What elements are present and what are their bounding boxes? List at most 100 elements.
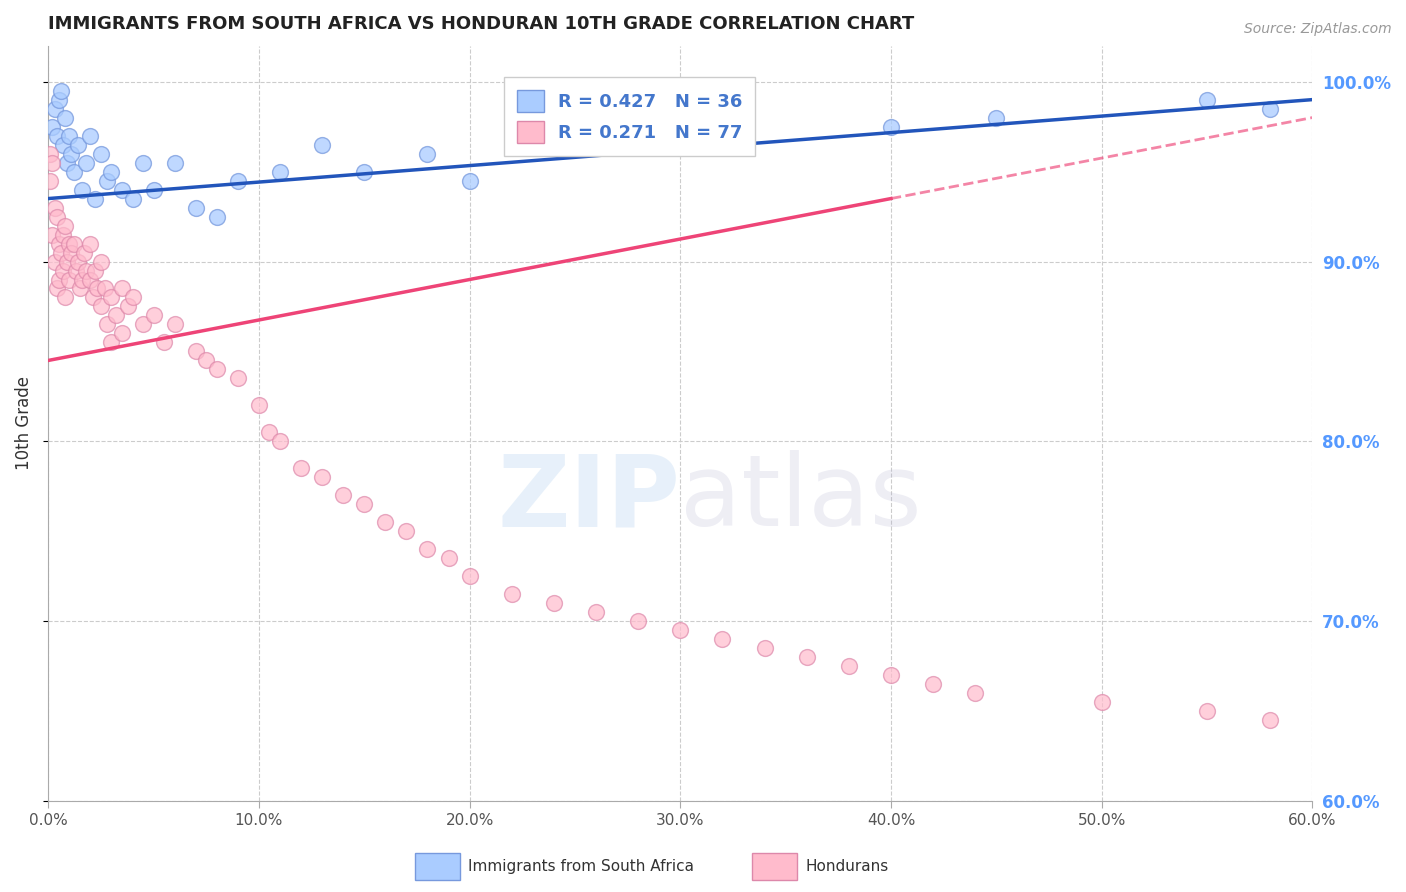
Point xyxy=(73,245,96,260)
Point xyxy=(205,210,228,224)
Point xyxy=(353,497,375,511)
Point xyxy=(60,245,83,260)
Point xyxy=(374,516,396,530)
Point xyxy=(1195,704,1218,718)
Point xyxy=(226,173,249,187)
Point xyxy=(838,659,860,673)
Point xyxy=(247,398,270,412)
Point xyxy=(90,146,112,161)
Point xyxy=(184,344,207,359)
Point xyxy=(79,236,101,251)
Point xyxy=(153,335,176,350)
Point xyxy=(104,309,127,323)
Point xyxy=(62,236,84,251)
Bar xyxy=(415,853,460,880)
Point xyxy=(48,236,70,251)
Point xyxy=(132,155,155,169)
Point xyxy=(332,488,354,502)
Point xyxy=(437,551,460,566)
Point xyxy=(56,155,79,169)
Point xyxy=(49,245,72,260)
Point xyxy=(922,677,945,691)
Text: atlas: atlas xyxy=(681,450,922,548)
Point xyxy=(48,272,70,286)
Point xyxy=(58,128,80,143)
Y-axis label: 10th Grade: 10th Grade xyxy=(15,376,32,470)
Point xyxy=(627,614,650,628)
Point xyxy=(96,173,118,187)
Text: Hondurans: Hondurans xyxy=(806,859,889,874)
Point xyxy=(416,146,439,161)
Point xyxy=(45,281,67,295)
Point xyxy=(39,173,62,187)
Point xyxy=(60,146,83,161)
Point xyxy=(44,201,66,215)
Point xyxy=(142,183,165,197)
Point xyxy=(163,155,186,169)
Point xyxy=(90,300,112,314)
Point xyxy=(796,650,818,665)
Point xyxy=(69,281,91,295)
Point xyxy=(41,227,63,242)
Point xyxy=(82,291,104,305)
Point xyxy=(543,596,565,610)
Point xyxy=(62,164,84,178)
Point xyxy=(52,137,75,152)
Bar xyxy=(752,853,797,880)
Point xyxy=(52,263,75,277)
Point xyxy=(1258,713,1281,727)
Point xyxy=(70,183,93,197)
Text: ZIP: ZIP xyxy=(498,450,681,548)
Point xyxy=(205,362,228,376)
Point xyxy=(986,111,1008,125)
Point xyxy=(66,137,89,152)
Point xyxy=(49,84,72,98)
Point xyxy=(965,686,987,700)
Point xyxy=(311,137,333,152)
Point xyxy=(58,236,80,251)
Point xyxy=(111,326,134,341)
Legend: R = 0.427   N = 36, R = 0.271   N = 77: R = 0.427 N = 36, R = 0.271 N = 77 xyxy=(505,78,755,156)
Point xyxy=(711,632,734,647)
Point xyxy=(75,155,97,169)
Point xyxy=(259,425,281,440)
Point xyxy=(83,263,105,277)
Point xyxy=(1091,695,1114,709)
Point xyxy=(75,263,97,277)
Point xyxy=(53,219,76,233)
Point xyxy=(48,93,70,107)
Point xyxy=(132,318,155,332)
Text: Source: ZipAtlas.com: Source: ZipAtlas.com xyxy=(1244,22,1392,37)
Point xyxy=(754,641,776,656)
Point xyxy=(65,263,87,277)
Point xyxy=(79,272,101,286)
Point xyxy=(66,254,89,268)
Point xyxy=(56,254,79,268)
Point xyxy=(96,318,118,332)
Point xyxy=(83,192,105,206)
Point xyxy=(52,227,75,242)
Point xyxy=(1258,102,1281,116)
Point xyxy=(290,461,312,475)
Point xyxy=(100,164,122,178)
Point xyxy=(226,371,249,385)
Point xyxy=(45,128,67,143)
Point xyxy=(195,353,218,368)
Point xyxy=(79,128,101,143)
Point xyxy=(94,281,117,295)
Point xyxy=(585,605,607,619)
Point xyxy=(1195,93,1218,107)
Point xyxy=(53,111,76,125)
Point xyxy=(269,434,291,449)
Point xyxy=(880,668,903,682)
Point xyxy=(395,524,418,539)
Text: Immigrants from South Africa: Immigrants from South Africa xyxy=(468,859,695,874)
Text: IMMIGRANTS FROM SOUTH AFRICA VS HONDURAN 10TH GRADE CORRELATION CHART: IMMIGRANTS FROM SOUTH AFRICA VS HONDURAN… xyxy=(48,15,914,33)
Point xyxy=(501,587,523,601)
Point xyxy=(121,192,143,206)
Point xyxy=(880,120,903,134)
Point xyxy=(70,272,93,286)
Point xyxy=(353,164,375,178)
Point xyxy=(458,173,481,187)
Point xyxy=(142,309,165,323)
